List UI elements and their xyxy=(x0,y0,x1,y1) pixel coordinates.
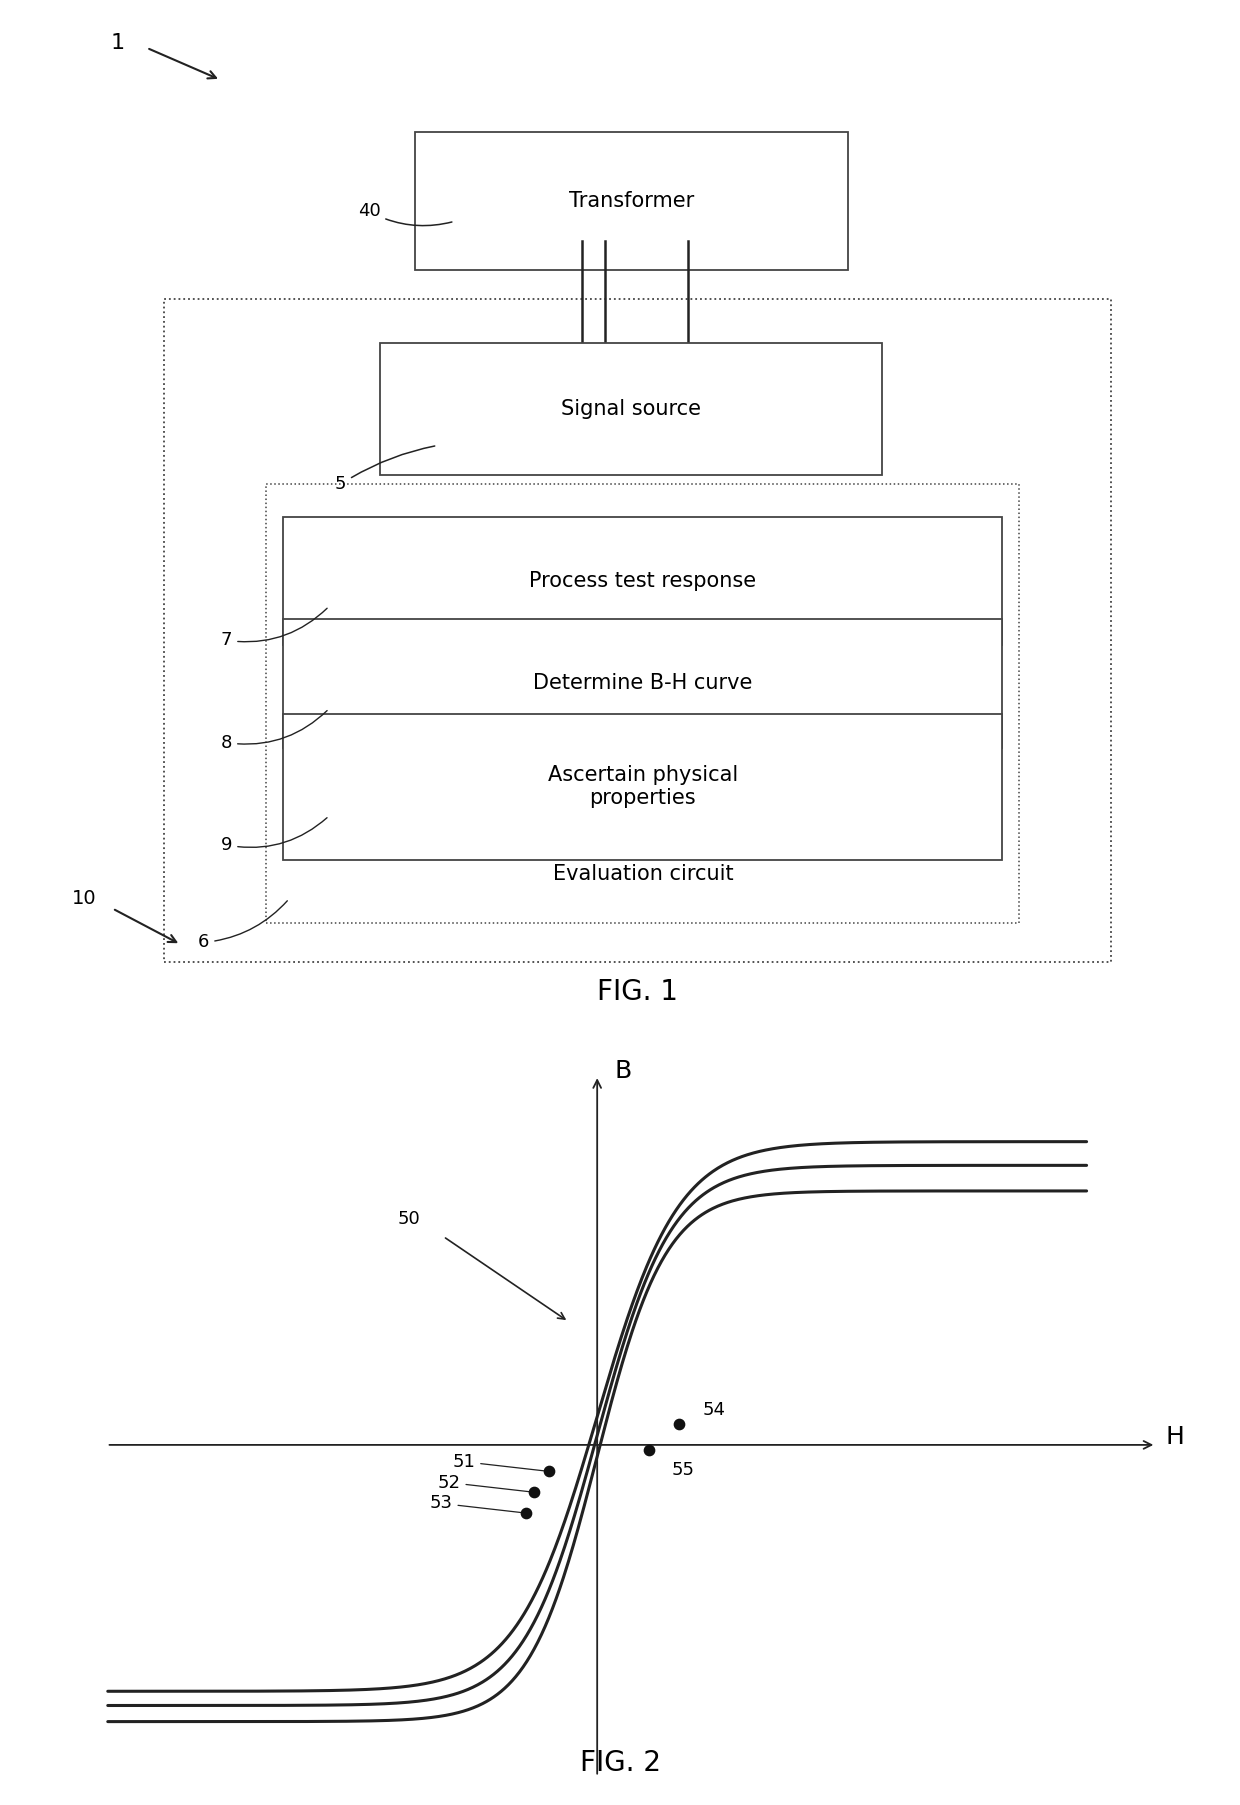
Text: FIG. 1: FIG. 1 xyxy=(596,978,677,1005)
Text: 10: 10 xyxy=(72,890,97,908)
Text: 7: 7 xyxy=(221,608,327,650)
FancyBboxPatch shape xyxy=(267,484,1019,922)
Text: Evaluation circuit: Evaluation circuit xyxy=(553,865,733,884)
Text: Transformer: Transformer xyxy=(569,191,694,211)
Text: FIG. 2: FIG. 2 xyxy=(579,1749,661,1776)
FancyBboxPatch shape xyxy=(164,300,1111,962)
Point xyxy=(539,1457,559,1486)
Text: 55: 55 xyxy=(671,1462,694,1480)
Point xyxy=(639,1435,658,1464)
Text: 40: 40 xyxy=(357,202,451,226)
Point xyxy=(670,1410,689,1439)
Text: H: H xyxy=(1166,1426,1184,1449)
FancyBboxPatch shape xyxy=(284,713,1002,859)
FancyBboxPatch shape xyxy=(284,619,1002,747)
Point xyxy=(525,1478,544,1507)
Text: 52: 52 xyxy=(438,1473,532,1493)
FancyBboxPatch shape xyxy=(414,132,848,271)
Text: Ascertain physical
properties: Ascertain physical properties xyxy=(548,765,738,809)
FancyBboxPatch shape xyxy=(381,343,883,475)
Text: B: B xyxy=(614,1058,631,1083)
Point xyxy=(517,1498,537,1527)
Text: 51: 51 xyxy=(453,1453,547,1471)
Text: 6: 6 xyxy=(198,901,288,951)
Text: 1: 1 xyxy=(112,32,125,52)
Text: 8: 8 xyxy=(221,711,327,751)
Text: 5: 5 xyxy=(335,446,435,493)
Text: 53: 53 xyxy=(429,1495,523,1513)
Text: Signal source: Signal source xyxy=(562,399,702,419)
Text: Process test response: Process test response xyxy=(529,570,756,590)
Text: 9: 9 xyxy=(221,818,327,854)
Text: Determine B-H curve: Determine B-H curve xyxy=(533,673,753,693)
Text: 54: 54 xyxy=(702,1401,725,1419)
Text: 50: 50 xyxy=(398,1211,420,1229)
FancyBboxPatch shape xyxy=(284,516,1002,644)
